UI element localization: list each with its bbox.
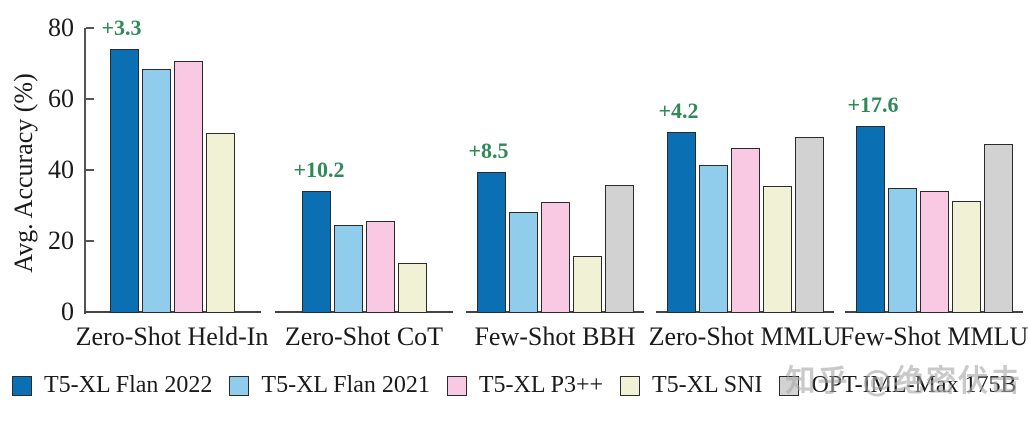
legend-swatch-icon [229,375,250,396]
bar-t5-xl-flan-2021 [333,225,363,313]
bar-t5-xl-p3 [540,201,570,313]
y-tick-label: 60 [48,84,74,113]
legend-swatch-icon [620,375,641,396]
improvement-annotation: +17.6 [847,91,899,117]
bar-t5-xl-p3 [365,220,395,313]
y-tick-mark [86,98,94,100]
bar-t5-xl-flan-2021 [508,211,538,313]
x-category-label-few-shot-mmlu: Few-Shot MMLU [839,322,1028,351]
x-category-label-few-shot-bbh: Few-Shot BBH [474,322,636,351]
improvement-annotation: +3.3 [101,15,142,41]
bar-t5-xl-flan-2022 [855,125,885,313]
bar-t5-xl-flan-2021 [141,68,171,313]
legend-label: T5-XL Flan 2021 [261,372,430,398]
bar-t5-xl-p3 [919,191,949,313]
x-category-label-zero-shot-mmlu: Zero-Shot MMLU [648,322,842,351]
bar-t5-xl-sni [762,185,792,313]
x-axis-baseline-segment [275,311,453,313]
y-tick-mark [86,240,94,242]
legend-label: T5-XL Flan 2022 [44,372,213,398]
legend-item-t5-xl-flan-2022: T5-XL Flan 2022 [12,372,212,399]
bar-opt-iml-max-175b [983,144,1013,313]
legend-swatch-icon [446,375,467,396]
bar-t5-xl-p3 [173,61,203,313]
y-tick-label: 0 [61,297,74,326]
bar-t5-xl-flan-2021 [887,187,917,313]
watermark-text: 知乎 @绝密伏击 [785,364,1022,399]
bar-t5-xl-flan-2022 [109,49,139,313]
bar-t5-xl-sni [951,201,981,313]
chart-legend: T5-XL Flan 2022 T5-XL Flan 2021 T5-XL P3++… [12,372,1020,399]
legend-swatch-icon [779,375,800,396]
x-category-label-zero-shot-cot: Zero-Shot CoT [284,322,444,351]
improvement-annotation: +8.5 [468,137,509,163]
y-tick-mark [86,27,94,29]
y-tick-label: 80 [48,13,74,42]
bar-t5-xl-p3 [730,147,760,313]
legend-item-t5-xl-p3: T5-XL P3++ [446,372,604,399]
x-category-label-zero-shot-held-in: Zero-Shot Held-In [75,322,269,351]
y-tick-mark [86,169,94,171]
y-axis-line [84,28,86,314]
x-axis-baseline-segment [84,311,261,313]
bar-t5-xl-flan-2022 [301,190,331,313]
y-tick-label: 20 [48,226,74,255]
legend-label: OPT-IML-Max 175B [811,372,1017,398]
improvement-annotation: +4.2 [658,98,699,123]
y-tick-label: 40 [48,155,74,184]
legend-item-t5-xl-sni: T5-XL SNI [620,372,762,399]
bar-opt-iml-max-175b [604,184,634,313]
bar-t5-xl-flan-2022 [666,132,696,313]
improvement-annotation: +10.2 [293,156,345,182]
bar-t5-xl-sni [205,133,235,313]
legend-label: T5-XL SNI [652,372,763,398]
legend-swatch-icon [12,375,32,396]
bar-t5-xl-flan-2021 [698,164,728,313]
legend-item-t5-xl-flan-2021: T5-XL Flan 2021 [229,372,430,399]
bar-t5-xl-flan-2022 [476,171,506,313]
bar-t5-xl-sni [572,256,602,313]
legend-label: T5-XL P3++ [478,372,604,398]
bar-opt-iml-max-175b [794,137,824,313]
legend-item-opt-iml-max-175b: OPT-IML-Max 175B [779,372,1017,399]
bar-t5-xl-sni [397,262,427,313]
